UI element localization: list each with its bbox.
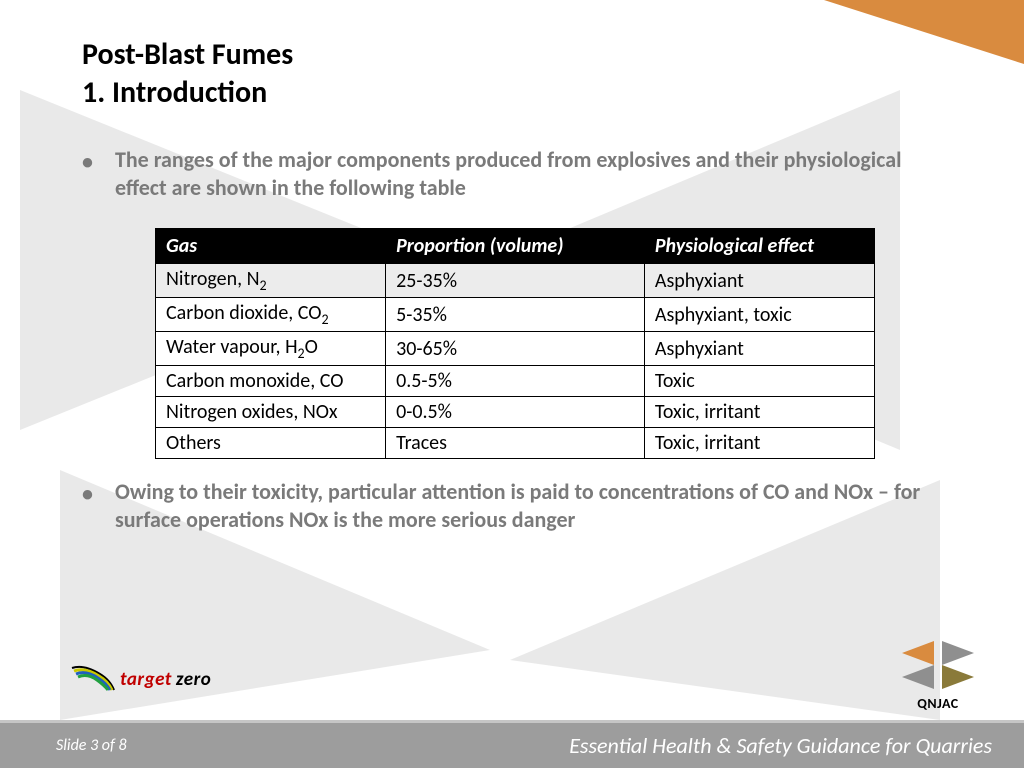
cell-gas: Nitrogen oxides, NOx (156, 397, 386, 428)
table-header-row: Gas Proportion (volume) Physiological ef… (156, 229, 875, 264)
col-header-gas: Gas (156, 229, 386, 264)
target-zero-text: targetzero (120, 668, 211, 691)
table-row: Water vapour, H2O30-65%Asphyxiant (156, 332, 875, 366)
cell-gas: Nitrogen, N2 (156, 264, 386, 298)
cell-gas: Carbon monoxide, CO (156, 366, 386, 397)
bullet-1: • The ranges of the major components pro… (82, 146, 954, 202)
corner-accent-triangle (824, 0, 1024, 64)
logo-qnjac: QNJAC (894, 637, 982, 712)
table-row: Nitrogen, N225-35%Asphyxiant (156, 264, 875, 298)
swoosh-icon (70, 664, 116, 694)
slide-title: Post-Blast Fumes 1. Introduction (82, 36, 293, 111)
cell-proportion: 30-65% (386, 332, 645, 366)
tz-target: target (120, 668, 172, 691)
bullet-2-text: Owing to their toxicity, particular atte… (115, 478, 954, 534)
gas-table: Gas Proportion (volume) Physiological ef… (155, 228, 875, 459)
title-line-2: 1. Introduction (82, 74, 293, 112)
bullet-2: • Owing to their toxicity, particular at… (82, 478, 954, 534)
cell-proportion: 0.5-5% (386, 366, 645, 397)
table-row: Carbon dioxide, CO25-35%Asphyxiant, toxi… (156, 298, 875, 332)
slide: Post-Blast Fumes 1. Introduction • The r… (0, 0, 1024, 768)
bullet-1-text: The ranges of the major components produ… (115, 146, 954, 202)
cell-effect: Asphyxiant (644, 332, 874, 366)
cell-proportion: 5-35% (386, 298, 645, 332)
cell-gas: Carbon dioxide, CO2 (156, 298, 386, 332)
cell-effect: Asphyxiant, toxic (644, 298, 874, 332)
cell-proportion: Traces (386, 428, 645, 459)
slide-number: Slide 3 of 8 (56, 736, 127, 755)
bullet-dot-icon: • (82, 480, 93, 534)
cell-proportion: 25-35% (386, 264, 645, 298)
cell-effect: Toxic (644, 366, 874, 397)
cell-effect: Asphyxiant (644, 264, 874, 298)
bullet-dot-icon: • (82, 148, 93, 202)
footer-doc-title: Essential Health & Safety Guidance for Q… (569, 732, 992, 759)
cell-effect: Toxic, irritant (644, 428, 874, 459)
col-header-proportion: Proportion (volume) (386, 229, 645, 264)
title-line-1: Post-Blast Fumes (82, 36, 293, 74)
tz-zero: zero (176, 668, 211, 691)
table-row: Nitrogen oxides, NOx0-0.5%Toxic, irritan… (156, 397, 875, 428)
table-row: Carbon monoxide, CO0.5-5%Toxic (156, 366, 875, 397)
footer-bar: Slide 3 of 8 Essential Health & Safety G… (0, 720, 1024, 768)
col-header-effect: Physiological effect (644, 229, 874, 264)
table-row: OthersTracesToxic, irritant (156, 428, 875, 459)
cell-proportion: 0-0.5% (386, 397, 645, 428)
qnjac-mark-icon (894, 637, 982, 693)
logo-target-zero: targetzero (70, 664, 211, 694)
cell-effect: Toxic, irritant (644, 397, 874, 428)
qnjac-label: QNJAC (894, 695, 982, 712)
cell-gas: Water vapour, H2O (156, 332, 386, 366)
cell-gas: Others (156, 428, 386, 459)
